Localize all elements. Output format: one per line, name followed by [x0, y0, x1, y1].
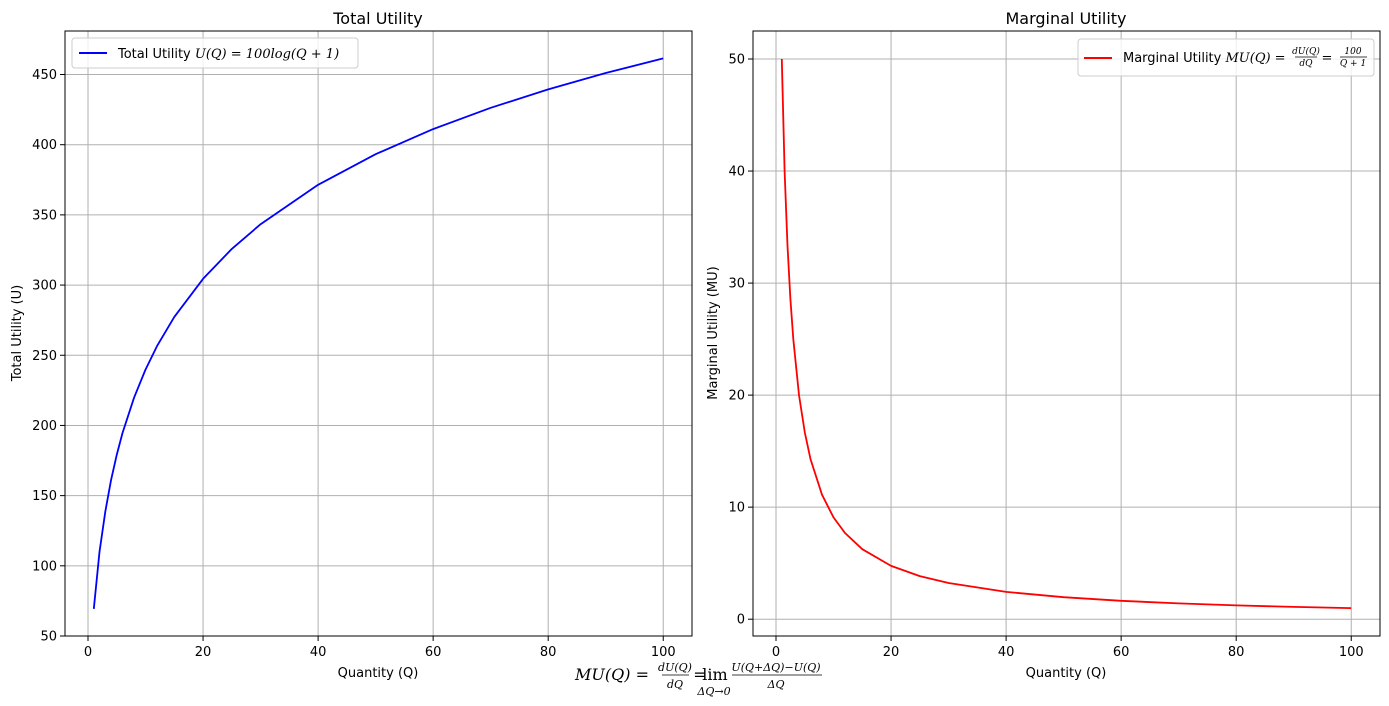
total-utility-x-axis-label: Quantity (Q) — [338, 666, 419, 681]
legend-frac1-numerator: dU(Q) — [1292, 46, 1320, 57]
total-utility-x-tick-label: 60 — [425, 645, 442, 660]
total-utility-y-tick-label: 350 — [32, 208, 57, 223]
footer-equals-sign: = — [693, 665, 706, 684]
marginal-utility-curve — [780, 58, 1352, 609]
total-utility-legend-label: Total Utility U(Q) = 100log(Q + 1) — [117, 47, 339, 62]
marginal-utility-legend-formula: MU(Q) = — [1224, 51, 1285, 66]
total-utility-y-tick-label: 100 — [32, 559, 57, 574]
footer-frac1-numerator: dU(Q) — [658, 661, 692, 674]
footer-frac2-numerator: U(Q+ΔQ)−U(Q) — [731, 661, 820, 674]
total-utility-title: Total Utility — [332, 9, 423, 28]
total-utility-curve-group — [92, 57, 664, 609]
marginal-utility-definition-formula: MU(Q) = dU(Q) dQ = lim ΔQ→0 U(Q+ΔQ)−U(Q)… — [574, 661, 822, 698]
footer-lim-subscript: ΔQ→0 — [696, 685, 730, 698]
marginal-utility-grid — [753, 31, 1380, 636]
marginal-utility-legend-label: Marginal Utility MU(Q) = — [1123, 51, 1286, 66]
marginal-utility-legend-plain: Marginal Utility — [1123, 51, 1225, 66]
legend-frac1-denominator: dQ — [1299, 59, 1313, 69]
total-utility-y-tick-label: 250 — [32, 349, 57, 364]
total-utility-legend: Total Utility U(Q) = 100log(Q + 1) — [71, 37, 359, 69]
marginal-utility-x-tick-label: 100 — [1339, 645, 1364, 660]
legend-frac2-numerator: 100 — [1344, 47, 1361, 57]
footer-frac2-denominator: ΔQ — [767, 678, 785, 691]
total-utility-y-tick-label: 300 — [32, 279, 57, 294]
total-utility-legend-plain: Total Utility — [117, 47, 195, 62]
marginal-utility-y-tick-label: 20 — [728, 389, 745, 404]
total-utility-legend-box — [71, 37, 359, 69]
total-utility-x-tick-label: 40 — [310, 645, 327, 660]
total-utility-y-axis-label: Total Utility (U) — [10, 285, 25, 383]
marginal-utility-x-tick-label: 0 — [772, 645, 780, 660]
marginal-utility-y-axis-label: Marginal Utility (MU) — [706, 266, 721, 399]
total-utility-ticks: 0 20 40 60 80 100 50 100 150 200 250 300 350 400 450 — [32, 68, 675, 660]
footer-lim: lim — [702, 665, 727, 684]
marginal-utility-y-tick-label: 30 — [728, 277, 745, 292]
marginal-utility-plot-frame — [752, 30, 1381, 637]
total-utility-y-tick-label: 50 — [40, 630, 57, 645]
total-utility-y-tick-label: 450 — [32, 68, 57, 83]
marginal-utility-curve-group — [780, 58, 1352, 609]
total-utility-x-tick-label: 0 — [84, 645, 92, 660]
legend-frac2-denominator: Q + 1 — [1340, 59, 1366, 69]
marginal-utility-y-tick-label: 0 — [737, 613, 745, 628]
marginal-utility-title: Marginal Utility — [1005, 9, 1126, 28]
total-utility-x-tick-label: 80 — [540, 645, 557, 660]
total-utility-y-tick-label: 200 — [32, 419, 57, 434]
marginal-utility-x-tick-label: 80 — [1228, 645, 1245, 660]
total-utility-x-tick-label: 100 — [651, 645, 676, 660]
marginal-utility-y-tick-label: 10 — [728, 501, 745, 516]
marginal-utility-x-tick-label: 40 — [998, 645, 1015, 660]
total-utility-panel: Total Utility 0 20 40 60 80 100 50 100 150 200 250… — [10, 9, 693, 681]
marginal-utility-legend-box — [1077, 38, 1375, 77]
marginal-utility-legend: Marginal Utility MU(Q) = dU(Q) dQ = 100 … — [1077, 38, 1375, 77]
legend-equals-sign: = — [1322, 51, 1333, 66]
total-utility-plot-frame — [64, 30, 693, 637]
total-utility-x-tick-label: 20 — [195, 645, 212, 660]
footer-formula-lhs: MU(Q) = — [574, 665, 649, 684]
marginal-utility-y-tick-label: 50 — [728, 53, 745, 68]
marginal-utility-x-axis-label: Quantity (Q) — [1026, 666, 1107, 681]
marginal-utility-x-tick-label: 60 — [1113, 645, 1130, 660]
total-utility-curve — [92, 57, 664, 609]
total-utility-y-tick-label: 150 — [32, 489, 57, 504]
marginal-utility-x-tick-label: 20 — [883, 645, 900, 660]
total-utility-legend-formula: U(Q) = 100log(Q + 1) — [195, 47, 339, 62]
marginal-utility-ticks: 0 20 40 60 80 100 0 10 20 30 40 50 — [728, 53, 1363, 660]
marginal-utility-y-tick-label: 40 — [728, 165, 745, 180]
footer-frac1-denominator: dQ — [667, 678, 683, 691]
total-utility-y-tick-label: 400 — [32, 138, 57, 153]
total-utility-grid — [65, 31, 692, 637]
marginal-utility-panel: Marginal Utility 0 20 40 60 80 100 0 10 20 30 40 50… — [706, 9, 1381, 681]
